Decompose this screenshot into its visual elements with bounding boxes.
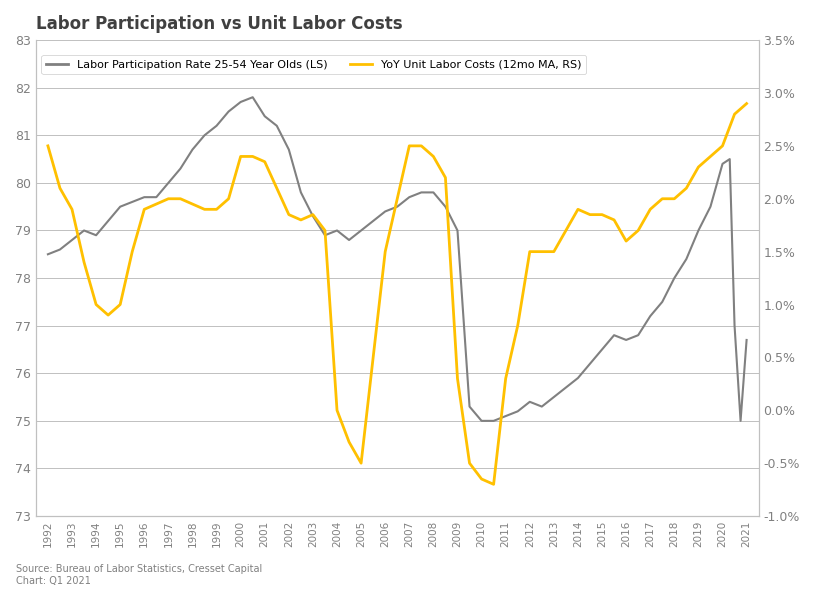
Text: Source: Bureau of Labor Statistics, Cresset Capital
Chart: Q1 2021: Source: Bureau of Labor Statistics, Cres… <box>16 565 262 586</box>
Legend: Labor Participation Rate 25-54 Year Olds (LS), YoY Unit Labor Costs (12mo MA, RS: Labor Participation Rate 25-54 Year Olds… <box>42 55 586 74</box>
Text: Labor Participation vs Unit Labor Costs: Labor Participation vs Unit Labor Costs <box>36 15 403 33</box>
